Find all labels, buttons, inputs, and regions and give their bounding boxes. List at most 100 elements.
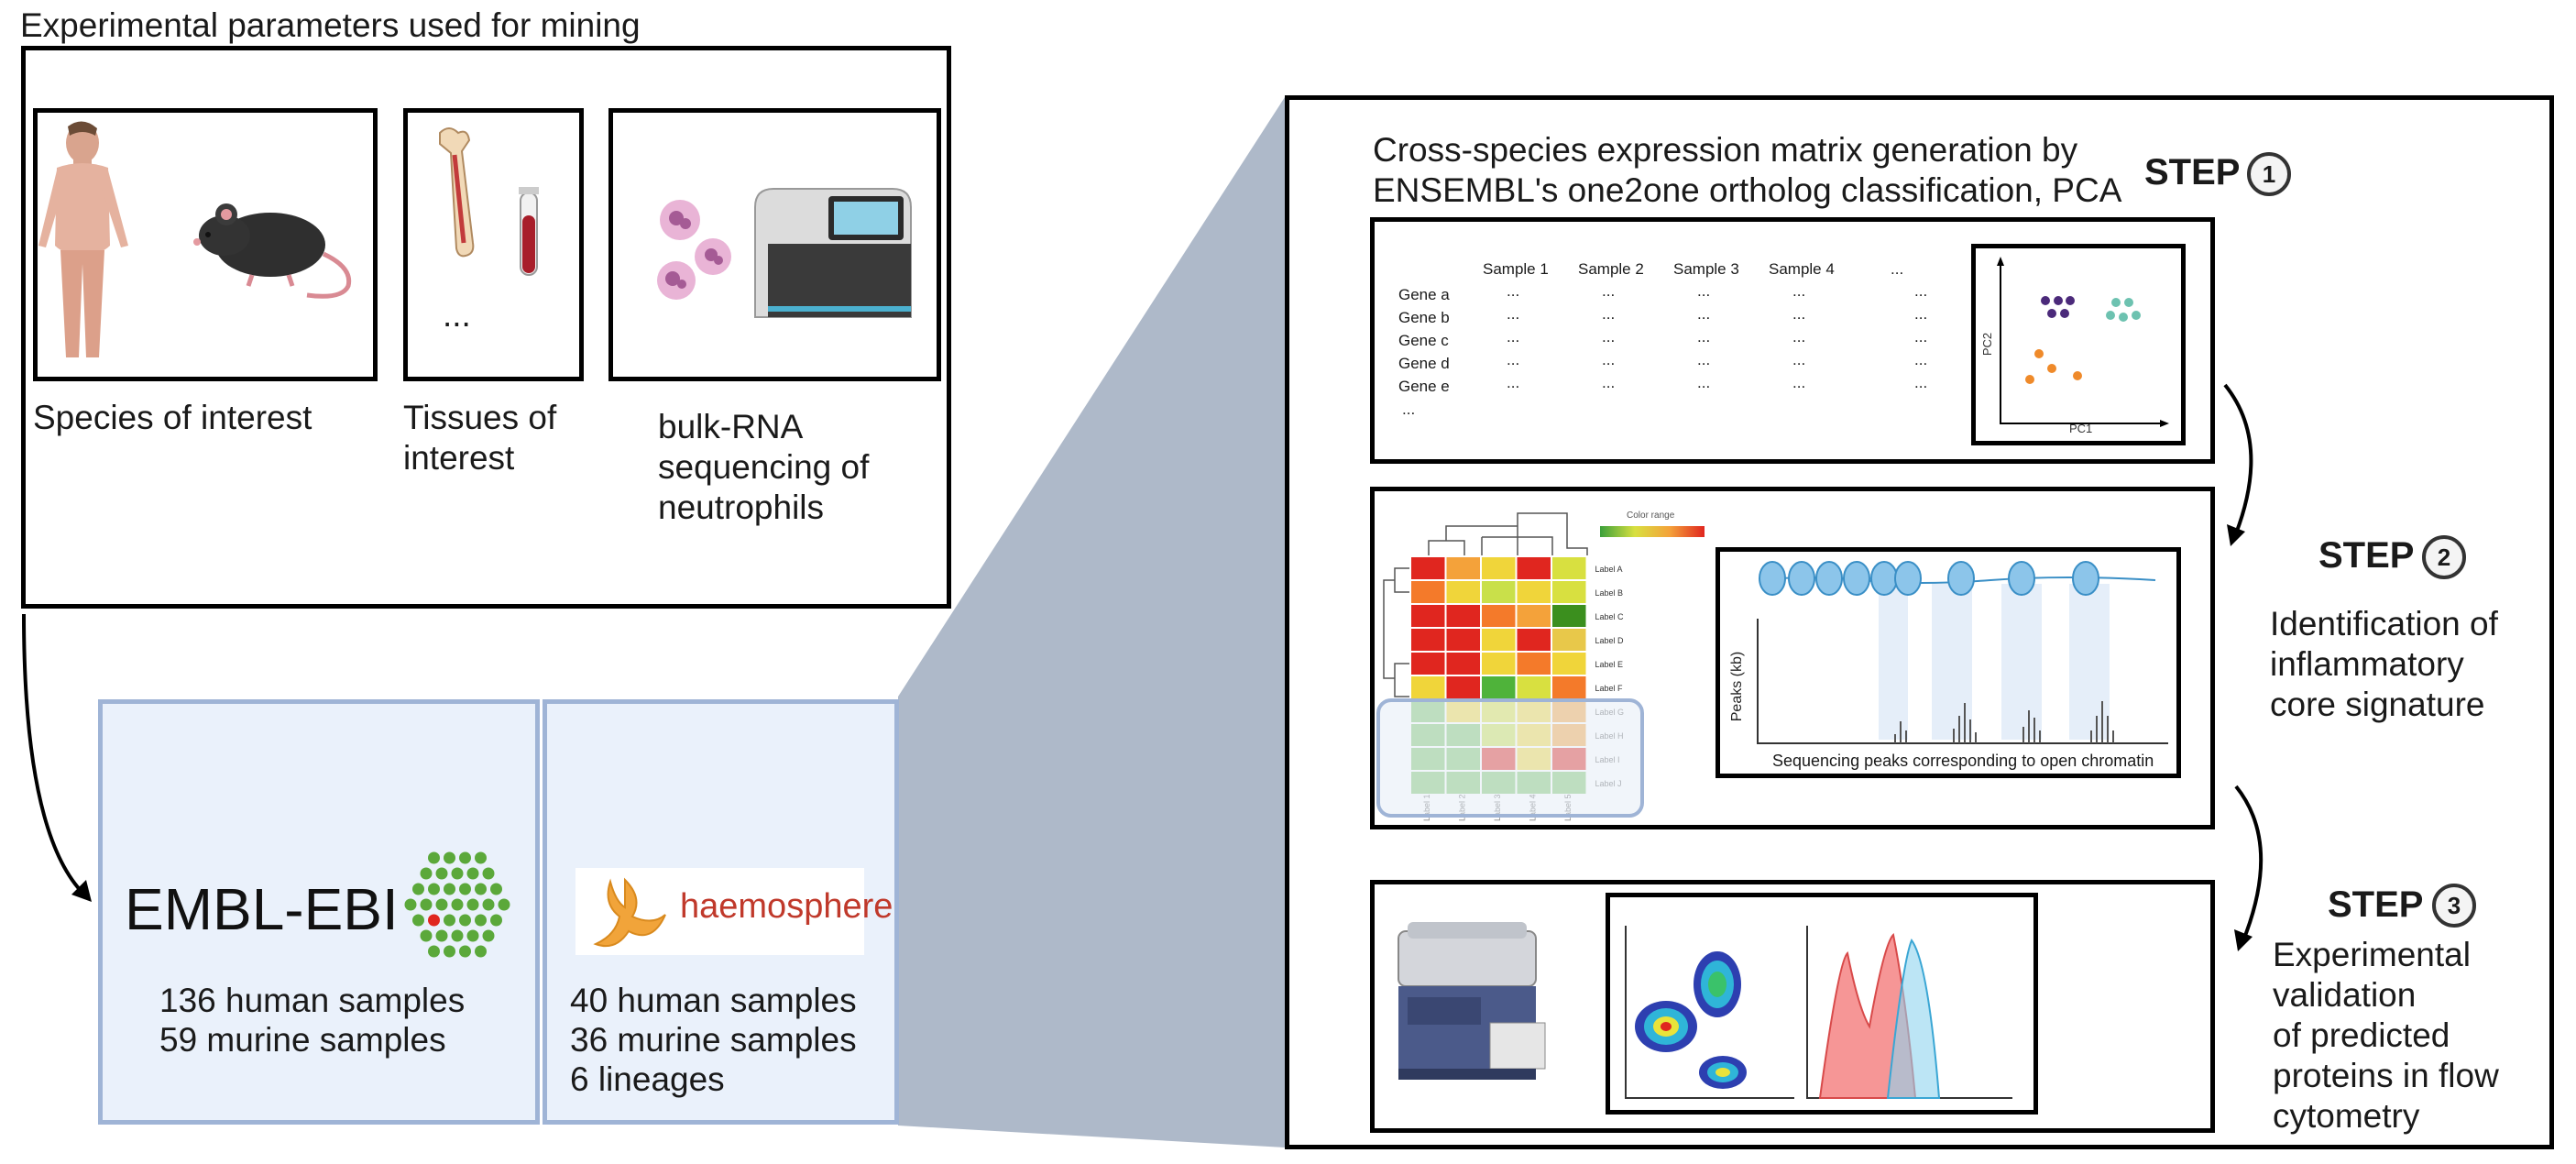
- color-range-label: Color range: [1627, 511, 1675, 521]
- matrix-row-label: Gene c: [1398, 332, 1449, 349]
- embl-logo-dot: [404, 898, 417, 911]
- atac-axes: [1757, 619, 2168, 744]
- matrix-cell: ...: [1697, 305, 1711, 323]
- heatmap-cell: [1517, 772, 1551, 794]
- heatmap-cell: [1552, 629, 1586, 651]
- matrix-cell: ...: [1507, 305, 1520, 323]
- species-label: Species of interest: [33, 399, 312, 436]
- heatmap-row-label: Label I: [1595, 755, 1620, 764]
- matrix-col-4: Sample 4: [1769, 260, 1835, 278]
- nucleosome: [1870, 561, 1898, 596]
- heatmap-row-label: Label C: [1595, 612, 1625, 621]
- density-plot: [1625, 926, 1794, 1099]
- haemosphere-logo-icon: [593, 877, 666, 948]
- embl-logo-dot: [420, 867, 433, 880]
- heatmap-cell: [1446, 676, 1480, 698]
- flow-plots-frame: [1606, 893, 2038, 1115]
- pca-point: [2041, 296, 2050, 305]
- pca-plot: [1997, 257, 2169, 427]
- embl-logo-dot: [459, 883, 471, 895]
- heatmap-cell: [1552, 772, 1586, 794]
- atac-open-region: [1879, 584, 1908, 740]
- embl-logo-dot: [435, 898, 448, 911]
- matrix-cell: ...: [1914, 282, 1928, 300]
- matrix-cell: ...: [1602, 282, 1616, 300]
- heatmap-cell: [1552, 581, 1586, 603]
- matrix-col-1: Sample 1: [1483, 260, 1549, 278]
- pca-point: [2025, 375, 2034, 384]
- atac-caption: Sequencing peaks corresponding to open c…: [1772, 752, 2154, 770]
- heatmap-cell: [1517, 557, 1551, 579]
- matrix-cell: ...: [1914, 351, 1928, 368]
- haemosphere-logo-text: haemosphere: [680, 887, 893, 926]
- heatmap-row-label: Label D: [1595, 636, 1625, 645]
- mouse-icon: [193, 203, 352, 299]
- step2-number: 2: [2422, 535, 2466, 579]
- heatmap-cell: [1482, 605, 1516, 627]
- pca-axes: [2000, 262, 2164, 424]
- embl-logo-dot: [482, 867, 495, 880]
- embl-logo-dot: [498, 898, 510, 911]
- heatmap-cell: [1482, 653, 1516, 675]
- heatmap-cell: [1552, 748, 1586, 770]
- heatmap-cell: [1517, 748, 1551, 770]
- embl-line2: 59 murine samples: [159, 1021, 446, 1059]
- embl-logo-dot: [428, 883, 440, 895]
- embl-logo-dot: [475, 914, 487, 927]
- heatmap-cell: [1446, 724, 1480, 746]
- heatmap-cell: [1552, 653, 1586, 675]
- matrix-cell: ...: [1602, 328, 1616, 346]
- heatmap-cell: [1552, 724, 1586, 746]
- pca-point: [2119, 313, 2128, 322]
- matrix-row-label: Gene d: [1398, 355, 1450, 372]
- atac-open-region: [2069, 584, 2110, 740]
- pca-point: [2106, 311, 2115, 320]
- step3-description: Experimental validation of predicted pro…: [2273, 936, 2499, 1135]
- heatmap-cell: [1552, 605, 1586, 627]
- embl-logo-dot: [459, 945, 471, 958]
- flow-cytometer-icon: [1398, 922, 1546, 1080]
- embl-logo-dot: [451, 867, 464, 880]
- pca-point: [2124, 298, 2133, 307]
- heatmap-row-label: Label F: [1595, 684, 1624, 693]
- nucleosome: [1947, 561, 1975, 596]
- embl-logo-dot: [428, 914, 440, 927]
- embl-logo-dots: [404, 851, 510, 958]
- heatmap-cell: [1411, 724, 1445, 746]
- nucleosome: [1759, 561, 1786, 596]
- embl-panel: [98, 699, 540, 1125]
- embl-logo-dot: [490, 883, 502, 895]
- heatmap-cell: [1411, 653, 1445, 675]
- embl-logo-dot: [435, 929, 448, 942]
- heatmap-cell: [1411, 581, 1445, 603]
- embl-logo-text: EMBL-EBI: [125, 876, 399, 942]
- heatmap-row-label: Label H: [1595, 731, 1624, 741]
- heatmap-cell: [1517, 724, 1551, 746]
- matrix-cell: ...: [1507, 282, 1520, 300]
- embl-logo-dot: [420, 929, 433, 942]
- embl-logo-dot: [444, 851, 455, 864]
- blood-tube-icon: [519, 187, 539, 276]
- heatmap-col-label: Label 3: [1493, 794, 1502, 821]
- embl-logo-dot: [466, 898, 479, 911]
- matrix-row-label: Gene a: [1398, 286, 1450, 303]
- params-to-sources-arrow: [22, 613, 92, 902]
- matrix-cell: ...: [1507, 374, 1520, 391]
- heatmap-cell: [1482, 772, 1516, 794]
- embl-logo-dot: [435, 867, 448, 880]
- human-icon: [38, 121, 128, 357]
- nucleosome: [1788, 561, 1815, 596]
- heatmap-cell: [1446, 557, 1480, 579]
- heatmap-cell: [1446, 605, 1480, 627]
- heatmap-dendrogram-top: [1428, 512, 1588, 555]
- heatmap-col-label: Label 4: [1529, 794, 1538, 821]
- heatmap-dendrogram-side: [1383, 567, 1409, 697]
- heatmap-col-label: Label 5: [1563, 794, 1573, 821]
- heatmap-col-label: Label 2: [1458, 794, 1467, 821]
- heatmap: Label A Label B Label C Label D Label E Label…: [1376, 512, 1644, 821]
- embl-logo-dot: [459, 851, 471, 864]
- atac-plot: [1757, 561, 2168, 744]
- matrix-col-5: ...: [1891, 260, 1904, 278]
- embl-logo-dot: [412, 883, 424, 895]
- embl-logo-dot: [475, 851, 487, 864]
